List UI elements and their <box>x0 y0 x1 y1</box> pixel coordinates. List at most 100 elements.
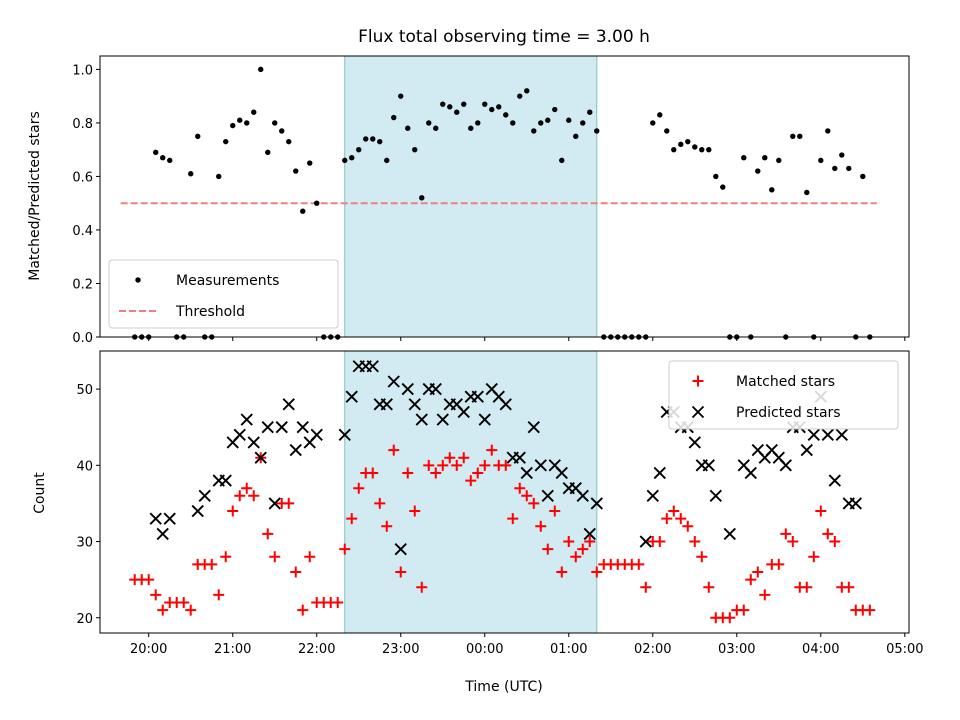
data-point-measurements <box>314 200 320 206</box>
data-point-measurements <box>223 138 229 145</box>
data-point-predicted-stars <box>338 428 351 442</box>
series-matched-stars <box>129 444 876 624</box>
data-point-predicted-stars <box>233 428 246 442</box>
data-point-predicted-stars <box>198 489 211 502</box>
data-point-measurements <box>580 120 586 126</box>
data-point-matched-stars <box>815 505 827 517</box>
series-predicted-stars <box>149 360 862 556</box>
data-point-measurements <box>433 125 439 131</box>
data-point-predicted-stars <box>310 428 323 442</box>
data-point-measurements <box>461 101 467 107</box>
data-point-measurements <box>538 120 544 126</box>
data-point-predicted-stars <box>744 466 757 480</box>
y-tick-label: 50 <box>76 383 93 398</box>
data-point-measurements <box>510 120 516 126</box>
data-point-measurements <box>160 154 166 161</box>
data-point-measurements <box>790 133 796 139</box>
y-tick-label: 0.0 <box>72 331 93 346</box>
legend-entry-threshold: Threshold <box>175 304 245 320</box>
data-point-matched-stars <box>745 574 757 586</box>
legend-swatch-matched-stars <box>692 375 704 387</box>
data-point-predicted-stars <box>380 398 393 411</box>
data-point-predicted-stars <box>387 375 400 388</box>
data-point-matched-stars <box>374 497 386 509</box>
data-point-predicted-stars <box>191 504 204 518</box>
data-point-matched-stars <box>444 452 456 464</box>
data-point-matched-stars <box>430 467 442 479</box>
data-point-matched-stars <box>297 604 309 616</box>
data-point-predicted-stars <box>779 459 792 472</box>
data-point-matched-stars <box>353 482 365 494</box>
data-point-measurements <box>657 112 663 118</box>
data-point-measurements <box>741 154 747 161</box>
data-point-matched-stars <box>346 513 358 525</box>
data-point-measurements <box>503 112 509 118</box>
data-point-predicted-stars <box>366 360 379 373</box>
data-point-matched-stars <box>759 589 771 601</box>
data-point-matched-stars <box>843 581 855 593</box>
top-panel-y-axis-label: Matched/Predicted stars <box>27 111 43 281</box>
top-panel-frame <box>99 55 910 338</box>
x-axis-label: Time (UTC) <box>464 679 542 695</box>
data-point-measurements <box>405 125 411 131</box>
data-point-matched-stars <box>486 444 498 456</box>
data-point-measurements <box>776 157 782 164</box>
data-point-matched-stars <box>696 551 708 563</box>
data-point-matched-stars <box>416 581 428 593</box>
x-tick-label: 03:00 <box>718 642 755 657</box>
data-point-predicted-stars <box>296 421 309 434</box>
data-point-matched-stars <box>570 551 582 563</box>
data-point-measurements <box>594 128 600 134</box>
data-point-matched-stars <box>157 604 169 616</box>
data-point-measurements <box>377 138 383 145</box>
data-point-predicted-stars <box>345 390 358 403</box>
data-point-predicted-stars <box>163 512 176 525</box>
data-point-predicted-stars <box>394 542 407 556</box>
data-point-predicted-stars <box>709 489 722 502</box>
data-point-matched-stars <box>556 566 568 578</box>
data-point-matched-stars <box>801 581 813 593</box>
data-point-measurements <box>356 146 362 153</box>
data-point-measurements <box>307 160 313 166</box>
data-point-measurements <box>685 138 691 145</box>
data-point-measurements <box>517 93 523 99</box>
data-point-predicted-stars <box>702 459 715 472</box>
data-point-measurements <box>678 141 684 148</box>
data-point-predicted-stars <box>149 512 162 525</box>
data-point-predicted-stars <box>821 428 834 442</box>
data-point-predicted-stars <box>457 405 470 419</box>
data-point-predicted-stars <box>828 474 841 487</box>
data-point-predicted-stars <box>275 421 288 434</box>
data-point-matched-stars <box>521 490 533 502</box>
data-point-predicted-stars <box>541 489 554 502</box>
data-point-measurements <box>846 165 852 172</box>
data-point-matched-stars <box>388 444 400 456</box>
data-point-matched-stars <box>458 452 470 464</box>
data-point-measurements <box>566 117 572 123</box>
data-point-matched-stars <box>143 574 155 586</box>
data-point-predicted-stars <box>807 428 820 442</box>
y-tick-label: 1.0 <box>72 63 93 78</box>
data-point-matched-stars <box>829 536 841 548</box>
data-point-measurements <box>384 157 390 164</box>
y-tick-label: 0.4 <box>72 224 93 239</box>
data-point-matched-stars <box>675 513 687 525</box>
data-point-predicted-stars <box>219 474 232 487</box>
data-point-predicted-stars <box>527 421 540 434</box>
data-point-measurements <box>860 173 866 180</box>
data-point-predicted-stars <box>723 527 736 541</box>
data-point-predicted-stars <box>653 466 666 480</box>
data-point-predicted-stars <box>639 535 652 548</box>
data-point-predicted-stars <box>429 382 442 396</box>
data-point-measurements <box>300 208 306 214</box>
chart-title: Flux total observing time = 3.00 h <box>358 27 650 47</box>
data-point-matched-stars <box>591 566 603 578</box>
data-point-measurements <box>286 138 292 145</box>
data-point-measurements <box>762 154 768 161</box>
data-point-matched-stars <box>395 566 407 578</box>
data-point-measurements <box>363 136 369 142</box>
data-point-measurements <box>468 125 474 131</box>
data-point-matched-stars <box>409 505 421 517</box>
data-point-matched-stars <box>780 528 792 540</box>
